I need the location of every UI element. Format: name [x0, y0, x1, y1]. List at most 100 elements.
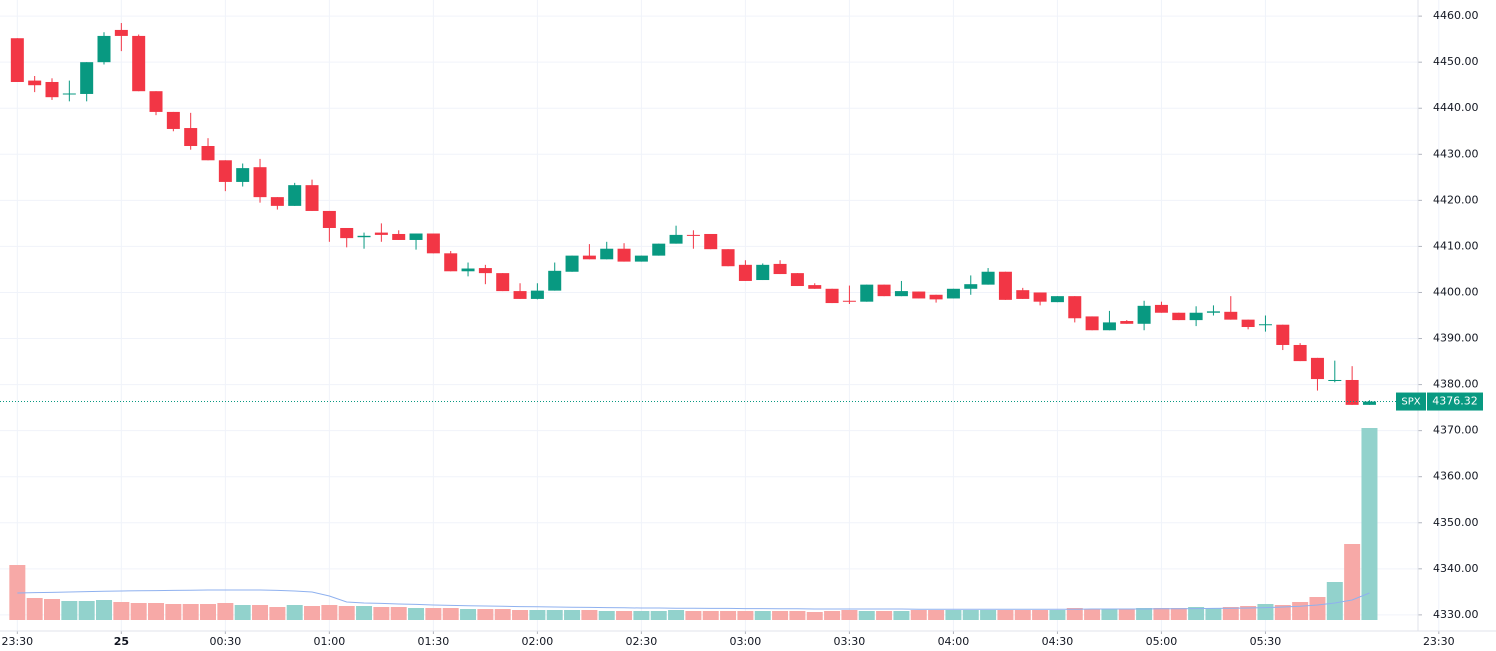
candle-body: [1102, 322, 1116, 331]
candle-body: [513, 291, 527, 299]
candle-body: [1206, 311, 1220, 313]
candle-body: [357, 235, 371, 238]
y-tick-label: 4360.00: [1433, 470, 1479, 483]
candle-body: [1276, 324, 1290, 345]
volume-pane: [9, 428, 1378, 620]
volume-bar: [1153, 608, 1170, 620]
candle-body: [998, 271, 1012, 300]
candle-body: [392, 233, 406, 240]
candle-body: [1085, 316, 1099, 331]
volume-bar: [841, 610, 858, 620]
candle-body: [322, 210, 336, 228]
candle-body: [1328, 379, 1342, 381]
volume-bar: [26, 598, 43, 620]
volume-bar: [321, 605, 338, 620]
volume-bar: [390, 607, 407, 620]
volume-bar: [945, 610, 962, 620]
volume-bar: [1084, 609, 1101, 620]
candle-body: [1050, 296, 1064, 303]
volume-bar: [78, 601, 95, 620]
candle-body: [548, 270, 562, 291]
volume-bar: [928, 610, 945, 620]
x-tick-label: 04:30: [1042, 635, 1074, 648]
volume-bar: [373, 607, 390, 620]
volume-bar: [1170, 608, 1187, 620]
volume-bar: [234, 605, 251, 620]
candle-body: [669, 234, 683, 244]
volume-bar: [1222, 607, 1239, 620]
volume-bar: [61, 601, 78, 620]
volume-bar: [702, 611, 719, 620]
volume-bar: [1205, 608, 1222, 620]
volume-bar: [304, 606, 321, 620]
volume-bar: [772, 611, 789, 620]
volume-bar: [997, 610, 1014, 620]
candle-body: [45, 81, 59, 98]
volume-bar: [1136, 608, 1153, 620]
volume-bar: [356, 606, 373, 620]
price-badge: [1427, 392, 1483, 411]
candle-body: [617, 248, 631, 262]
candle-body: [461, 268, 475, 272]
candle-body: [721, 249, 735, 267]
volume-bar: [408, 608, 425, 620]
volume-bar: [546, 610, 563, 620]
y-tick-label: 4370.00: [1433, 424, 1479, 437]
y-tick-label: 4380.00: [1433, 378, 1479, 391]
x-tick-label: 01:30: [418, 635, 450, 648]
candle-body: [825, 288, 839, 304]
volume-bar: [217, 603, 234, 620]
candle-body: [97, 35, 111, 63]
candle-body: [496, 273, 510, 292]
volume-bar: [442, 608, 459, 620]
candle-body: [929, 294, 943, 300]
volume-bar: [1361, 428, 1378, 620]
volume-bar: [130, 603, 147, 620]
candle-body: [1224, 311, 1238, 320]
volume-bar: [1344, 544, 1361, 620]
volume-bar: [598, 611, 615, 620]
candle-body: [912, 291, 926, 299]
volume-bar: [858, 611, 875, 620]
candle-body: [114, 29, 128, 36]
symbol-badge: [1396, 392, 1426, 411]
volume-bar: [182, 604, 199, 620]
x-tick-label: 03:30: [834, 635, 866, 648]
volume-bar: [113, 602, 130, 620]
volume-bar: [564, 610, 581, 620]
volume-bar: [269, 607, 286, 620]
y-tick-label: 4410.00: [1433, 239, 1479, 252]
symbol-label: SPX: [1401, 397, 1420, 408]
y-tick-label: 4400.00: [1433, 285, 1479, 298]
candle-body: [1258, 324, 1272, 326]
candle-body: [62, 93, 76, 95]
volume-bar: [200, 604, 217, 620]
x-tick-label: 00:30: [210, 635, 242, 648]
candle-body: [149, 91, 163, 112]
volume-bar: [962, 610, 979, 620]
volume-bar: [96, 600, 113, 620]
candle-body: [652, 243, 666, 256]
candle-body: [236, 168, 250, 182]
volume-bar: [806, 612, 823, 620]
y-tick-label: 4350.00: [1433, 516, 1479, 529]
candle-body: [409, 233, 423, 240]
candle-body: [530, 290, 544, 299]
candle-body: [842, 300, 856, 302]
volume-bar: [252, 605, 269, 620]
candle-body: [10, 38, 24, 82]
x-tick-label: 05:30: [1250, 635, 1282, 648]
candle-body: [340, 227, 354, 239]
volume-bar: [616, 611, 633, 620]
x-tick-label: 02:00: [522, 635, 554, 648]
y-tick-label: 4450.00: [1433, 55, 1479, 68]
candle-body: [981, 271, 995, 285]
candle-body: [80, 62, 94, 94]
volume-bar: [980, 610, 997, 620]
volume-bar: [1118, 609, 1135, 620]
candle-body: [1068, 296, 1082, 319]
candle-body: [253, 167, 267, 198]
candle-body: [1189, 312, 1203, 321]
candle-body: [218, 160, 232, 182]
candle-body: [860, 284, 874, 302]
